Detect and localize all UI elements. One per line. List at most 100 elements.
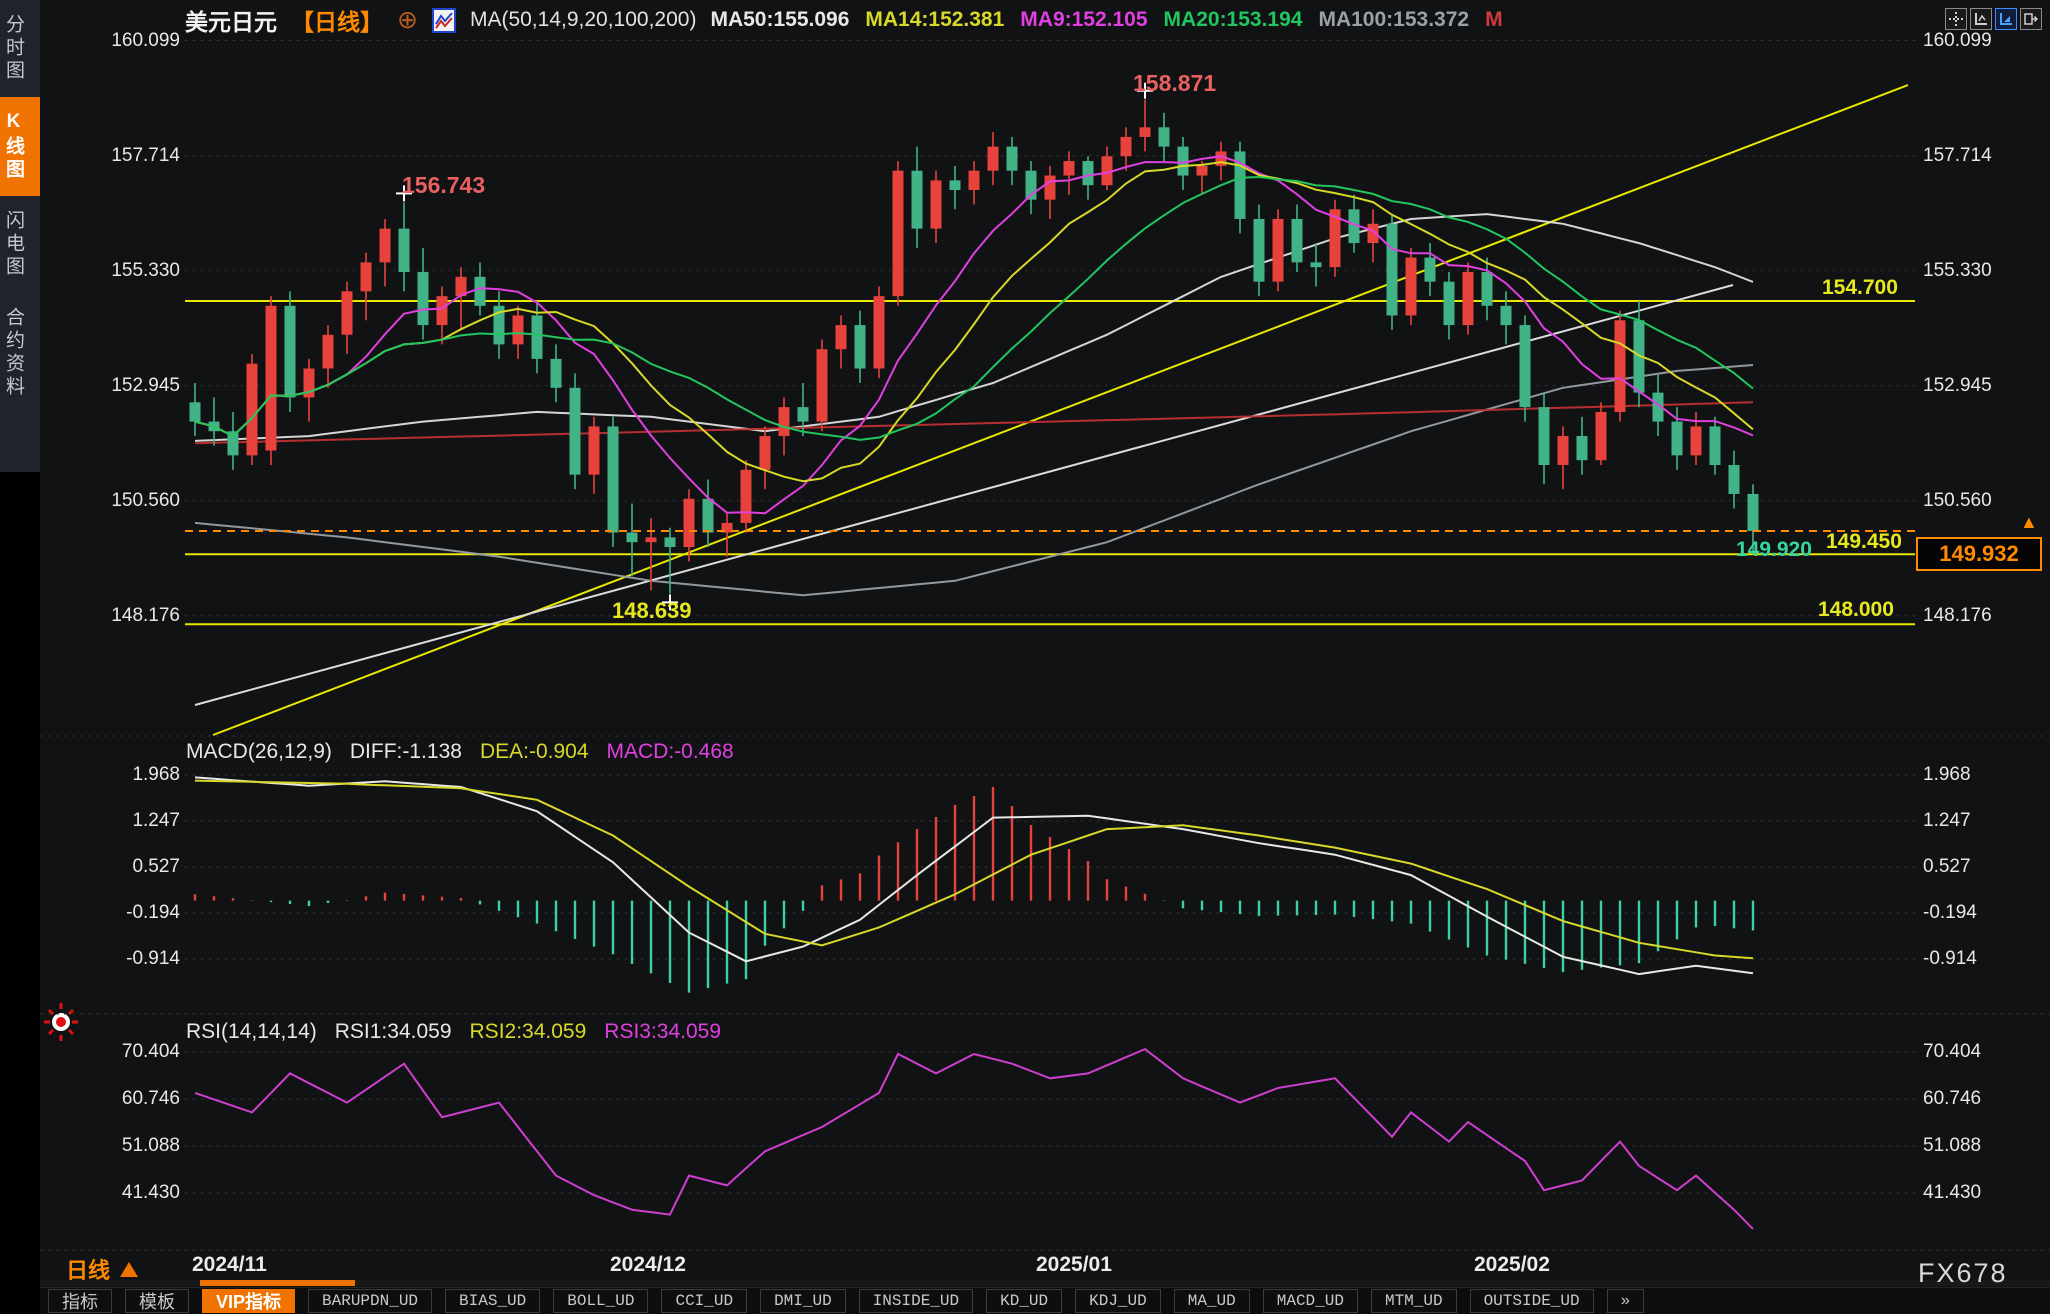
- indicator-tab-6[interactable]: CCI_UD: [661, 1289, 748, 1313]
- indicator-tab-5[interactable]: BOLL_UD: [553, 1289, 649, 1313]
- rsi3-value: RSI3:34.059: [604, 1020, 722, 1043]
- indicator-tab-0[interactable]: 指标: [48, 1289, 112, 1313]
- indicator-tab-9[interactable]: KD_UD: [986, 1289, 1063, 1313]
- level-label-154700: 154.700: [1822, 276, 1898, 299]
- y-axis-label: 51.088: [1923, 1135, 1982, 1156]
- y-axis-label: 41.430: [121, 1182, 180, 1203]
- indicator-tab-13[interactable]: MTM_UD: [1370, 1289, 1457, 1313]
- y-axis-label: 1.968: [132, 764, 180, 785]
- ma-chip-0: MA50:155.096: [710, 8, 850, 31]
- high-annotation-1: 156.743: [402, 172, 486, 198]
- period-selector[interactable]: 日线: [66, 1253, 139, 1285]
- y-axis-label: 1.247: [132, 810, 180, 831]
- macd-diff-value: DIFF:-1.138: [349, 740, 462, 763]
- sidebar-item-1[interactable]: K线图: [0, 97, 40, 196]
- low-annotation: 148.639: [612, 598, 692, 623]
- axis-scale-icon[interactable]: [1970, 8, 1992, 30]
- y-axis-label: -0.914: [1923, 948, 1977, 969]
- y-axis-label: 148.176: [111, 604, 180, 626]
- x-axis-date: 2025/01: [1036, 1253, 1112, 1276]
- macd-title: MACD(26,12,9): [186, 740, 332, 763]
- y-axis-label: 60.746: [1923, 1088, 1982, 1109]
- ma-chip-5: M: [1485, 8, 1503, 31]
- y-axis-label: 60.746: [121, 1088, 180, 1109]
- rsi-title: RSI(14,14,14): [186, 1020, 317, 1043]
- indicator-tab-10[interactable]: KDJ_UD: [1075, 1289, 1161, 1313]
- x-axis-date: 2024/11: [192, 1253, 267, 1276]
- y-axis-label: 150.560: [111, 489, 180, 511]
- sidebar-item-2[interactable]: 闪电图: [3, 210, 24, 279]
- collapse-panel-icon[interactable]: [2020, 8, 2042, 30]
- y-axis-label: 148.176: [1923, 604, 1992, 626]
- ma-line-20: [194, 175, 1754, 441]
- y-axis-label: 0.527: [132, 856, 180, 877]
- ma-chip-3: MA20:153.194: [1163, 8, 1303, 31]
- swing-low-label: 149.920: [1736, 538, 1812, 561]
- ma-line-MA200: [194, 401, 1754, 445]
- ma-settings: MA(50,14,9,20,100,200): [469, 8, 697, 31]
- ma-values: MA50:155.096 MA14:152.381 MA9:152.105 MA20:…: [710, 8, 1518, 32]
- y-axis-label: 70.404: [1923, 1041, 1982, 1062]
- macd-line: [194, 779, 1754, 960]
- indicator-tab-1[interactable]: 模板: [125, 1289, 189, 1313]
- x-axis-date: 2025/02: [1474, 1253, 1550, 1276]
- sidebar-item-3[interactable]: 合约资料: [3, 307, 24, 399]
- macd-line: [194, 776, 1754, 976]
- y-axis-label: 152.945: [1923, 374, 1992, 396]
- ma-chip-1: MA14:152.381: [865, 8, 1005, 31]
- chart-scrollbar-track[interactable]: [40, 1280, 2050, 1286]
- ma-line-9: [194, 155, 1754, 515]
- ma-chip-4: MA100:153.372: [1318, 8, 1470, 31]
- ma-line-MA100: [194, 364, 1754, 597]
- y-axis-label: 1.247: [1923, 810, 1971, 831]
- add-compare-icon[interactable]: ⊕: [397, 6, 418, 34]
- rsi1-value: RSI1:34.059: [334, 1020, 452, 1043]
- y-axis-label: 70.404: [121, 1041, 180, 1062]
- y-axis-label: -0.914: [126, 948, 180, 969]
- indicator-tabbar: 指标 模板 VIP指标 BARUPDN_UD BIAS_UD BOLL_UD CCI_UD D…: [40, 1287, 2050, 1314]
- ma-line-MA50: [194, 213, 1754, 442]
- price-up-arrow-icon: ▲: [2020, 512, 2038, 532]
- y-axis-label: 51.088: [121, 1135, 180, 1156]
- indicator-tab-3[interactable]: BARUPDN_UD: [308, 1289, 433, 1313]
- y-axis-label: 157.714: [1923, 144, 1992, 166]
- high-annotation-2: 158.871: [1133, 70, 1217, 96]
- rsi-line: [194, 1047, 1754, 1230]
- header-toolbar: [1945, 8, 2042, 30]
- y-axis-label: 150.560: [1923, 489, 1992, 511]
- indicator-tab-2[interactable]: VIP指标: [202, 1289, 296, 1313]
- y-axis-label: 155.330: [1923, 259, 1992, 281]
- ma-line-14: [194, 161, 1754, 483]
- triangle-up-icon: [120, 1262, 139, 1277]
- y-axis-label: 157.714: [111, 144, 180, 166]
- y-axis-label: -0.194: [126, 902, 180, 923]
- candles: [189, 99, 1759, 594]
- period-tag: 【日线】: [291, 9, 383, 35]
- chart-header: 美元日元 【日线】 ⊕ MA(50,14,9,20,100,200) MA50:…: [185, 4, 1519, 36]
- chart-scrollbar-thumb[interactable]: [200, 1280, 355, 1286]
- y-axis-label: 160.099: [111, 29, 180, 51]
- chart-style-icon[interactable]: [431, 7, 456, 33]
- macd-header: MACD(26,12,9) DIFF:-1.138 DEA:-0.904 MAC…: [186, 740, 734, 764]
- watermark: FX678: [1918, 1258, 2008, 1288]
- indicator-tab-15[interactable]: »: [1606, 1289, 1645, 1313]
- live-indicator-icon: [42, 1001, 80, 1048]
- sidebar-item-0[interactable]: 分时图: [3, 14, 24, 83]
- macd-macd-value: MACD:-0.468: [606, 740, 734, 763]
- y-axis-label: 0.527: [1923, 856, 1971, 877]
- indicator-tab-4[interactable]: BIAS_UD: [445, 1289, 541, 1313]
- symbol-name: 美元日元: [185, 9, 277, 35]
- axis-scale-active-icon[interactable]: [1995, 8, 2017, 30]
- y-axis-label: -0.194: [1923, 902, 1977, 923]
- level-label-149450: 149.450: [1826, 530, 1902, 553]
- indicator-tab-14[interactable]: OUTSIDE_UD: [1469, 1289, 1594, 1313]
- ma-chip-2: MA9:152.105: [1020, 8, 1148, 31]
- indicator-tab-11[interactable]: MA_UD: [1173, 1289, 1250, 1313]
- indicator-tab-7[interactable]: DMI_UD: [760, 1289, 846, 1313]
- indicator-tab-12[interactable]: MACD_UD: [1262, 1289, 1358, 1313]
- x-axis-date: 2024/12: [610, 1253, 686, 1276]
- crosshair-tool-icon[interactable]: [1945, 8, 1967, 30]
- indicator-tab-8[interactable]: INSIDE_UD: [858, 1289, 974, 1313]
